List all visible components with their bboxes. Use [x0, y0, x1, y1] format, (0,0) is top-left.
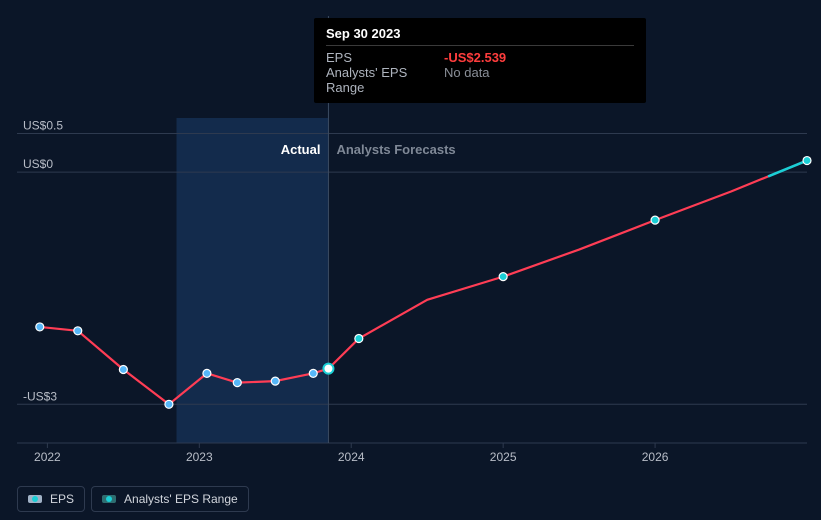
- chart-tooltip: Sep 30 2023 EPS-US$2.539Analysts' EPS Ra…: [314, 18, 646, 103]
- eps-actual-marker[interactable]: [36, 323, 44, 331]
- tooltip-row: EPS-US$2.539: [326, 50, 634, 65]
- y-axis-label: -US$3: [23, 389, 57, 403]
- x-axis-label: 2026: [642, 450, 669, 464]
- x-axis-label: 2024: [338, 450, 365, 464]
- x-axis-label: 2025: [490, 450, 517, 464]
- eps-actual-marker[interactable]: [233, 379, 241, 387]
- y-axis-label: US$0.5: [23, 118, 63, 132]
- tooltip-row: Analysts' EPS RangeNo data: [326, 65, 634, 95]
- legend-item-label: EPS: [50, 492, 74, 506]
- eps-forecast-tail: [769, 161, 807, 176]
- eps-actual-marker[interactable]: [74, 327, 82, 335]
- eps-forecast-marker[interactable]: [499, 273, 507, 281]
- legend-swatch-icon: [102, 495, 116, 503]
- x-axis-label: 2023: [186, 450, 213, 464]
- actual-region-label: Actual: [281, 142, 321, 157]
- eps-forecast-marker[interactable]: [803, 157, 811, 165]
- tooltip-row-value: -US$2.539: [444, 50, 506, 65]
- legend-item[interactable]: EPS: [17, 486, 85, 512]
- eps-actual-marker[interactable]: [165, 400, 173, 408]
- actual-shaded-band: [177, 118, 329, 443]
- legend-row: EPS Analysts' EPS Range: [17, 486, 249, 512]
- eps-actual-marker[interactable]: [309, 369, 317, 377]
- eps-forecast-marker[interactable]: [355, 335, 363, 343]
- y-axis-label: US$0: [23, 157, 53, 171]
- eps-forecast-marker[interactable]: [651, 216, 659, 224]
- tooltip-date: Sep 30 2023: [326, 26, 634, 46]
- legend-swatch-icon: [28, 495, 42, 503]
- x-axis-label: 2022: [34, 450, 61, 464]
- tooltip-row-value: No data: [444, 65, 490, 95]
- eps-highlight-marker[interactable]: [323, 364, 333, 374]
- tooltip-row-label: Analysts' EPS Range: [326, 65, 444, 95]
- eps-forecast-line: [328, 161, 807, 369]
- eps-chart-container: US$0.5 US$0 -US$3 2022 2023 2024 2025 2026 Actua…: [0, 0, 821, 520]
- legend-item[interactable]: Analysts' EPS Range: [91, 486, 249, 512]
- eps-actual-marker[interactable]: [271, 377, 279, 385]
- eps-actual-marker[interactable]: [119, 365, 127, 373]
- eps-actual-marker[interactable]: [203, 369, 211, 377]
- forecast-region-label: Analysts Forecasts: [336, 142, 455, 157]
- tooltip-row-label: EPS: [326, 50, 444, 65]
- legend-item-label: Analysts' EPS Range: [124, 492, 238, 506]
